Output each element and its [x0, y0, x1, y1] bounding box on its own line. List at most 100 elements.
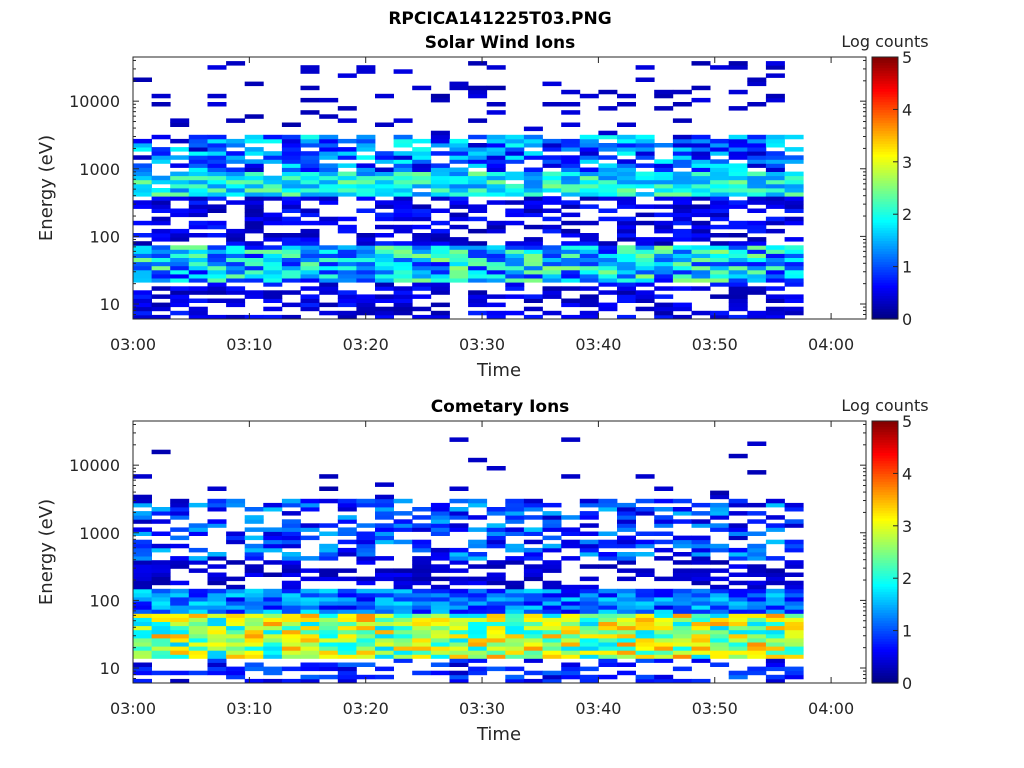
colorbar-segment — [872, 269, 898, 273]
heatmap-cell — [672, 220, 692, 226]
heatmap-cell — [449, 650, 469, 655]
heatmap-cell — [170, 535, 190, 541]
heatmap-cell — [226, 245, 246, 250]
heatmap-cell — [356, 498, 376, 504]
heatmap-cell — [691, 249, 711, 254]
heatmap-cell — [691, 196, 711, 201]
heatmap-cell — [151, 621, 171, 627]
heatmap-cell — [710, 597, 730, 602]
heatmap-cell — [635, 138, 655, 144]
colorbar-segment — [872, 507, 898, 511]
heatmap-cell — [728, 609, 748, 614]
heatmap-cell — [375, 298, 394, 303]
heatmap-cell — [579, 245, 599, 250]
heatmap-cell — [412, 306, 432, 312]
heatmap-cell — [281, 208, 301, 213]
heatmap-cell — [393, 212, 413, 218]
heatmap-cell — [207, 572, 227, 577]
colorbar-segment — [872, 75, 898, 79]
heatmap-cell — [449, 200, 469, 205]
heatmap-cell — [486, 245, 506, 250]
heatmap-cell — [542, 155, 562, 160]
heatmap-cell — [300, 302, 320, 308]
heatmap-cell — [747, 314, 767, 320]
colorbar-segment — [872, 643, 898, 647]
heatmap-cell — [375, 654, 394, 659]
heatmap-cell — [747, 249, 767, 254]
heatmap-cell — [133, 666, 152, 672]
heatmap-cell — [728, 498, 748, 504]
heatmap-cell — [337, 228, 357, 234]
heatmap-cell — [412, 245, 432, 250]
colorbar-segment — [872, 436, 898, 440]
heatmap-cell — [523, 552, 543, 557]
heatmap-cell — [691, 588, 711, 594]
heatmap-cell — [393, 527, 413, 532]
heatmap-cell — [170, 188, 190, 193]
heatmap-cell — [356, 138, 376, 144]
heatmap-cell — [244, 654, 264, 659]
heatmap-cell — [151, 237, 171, 242]
y-tick-label: 10000 — [69, 92, 120, 111]
heatmap-cell — [505, 650, 525, 655]
heatmap-cell — [430, 192, 450, 197]
heatmap-cell — [319, 568, 339, 573]
heatmap-cell — [300, 617, 320, 622]
heatmap-cell — [672, 196, 692, 201]
heatmap-cell — [486, 625, 506, 631]
heatmap-cell — [561, 531, 581, 536]
heatmap-cell — [133, 77, 152, 82]
heatmap-cell — [133, 539, 152, 545]
heatmap-cell — [133, 568, 152, 573]
heatmap-cell — [356, 69, 376, 74]
heatmap-cell — [263, 666, 283, 672]
y-tick-label: 10 — [100, 659, 120, 678]
heatmap-cell — [710, 274, 730, 279]
heatmap-cell — [412, 568, 432, 573]
heatmap-cell — [188, 147, 208, 152]
heatmap-cell — [281, 261, 301, 267]
heatmap-cell — [375, 498, 394, 504]
heatmap-cell — [170, 118, 190, 123]
heatmap-cell — [263, 609, 283, 614]
heatmap-cell — [728, 167, 748, 172]
heatmap-cell — [784, 274, 804, 279]
heatmap-cell — [207, 196, 227, 201]
heatmap-cell — [393, 629, 413, 635]
heatmap-cell — [300, 597, 320, 602]
heatmap-cell — [375, 535, 394, 541]
heatmap-cell — [728, 269, 748, 275]
heatmap-cell — [375, 617, 394, 622]
colorbar-segment — [872, 211, 898, 215]
heatmap-cell — [691, 633, 711, 639]
heatmap-cell — [226, 290, 246, 295]
colorbar-segment — [872, 274, 898, 278]
y-tick-label: 10000 — [69, 456, 120, 475]
heatmap-cell — [691, 151, 711, 156]
heatmap-cell — [449, 568, 469, 573]
heatmap-cell — [151, 306, 171, 312]
heatmap-cell — [226, 143, 246, 148]
heatmap-cell — [133, 580, 152, 586]
heatmap-cell — [151, 650, 171, 655]
heatmap-cell — [151, 192, 171, 197]
heatmap-cell — [486, 609, 506, 614]
colorbar-segment — [872, 101, 898, 105]
heatmap-cell — [133, 576, 152, 582]
heatmap-cell — [375, 224, 394, 230]
heatmap-cell — [486, 224, 506, 230]
heatmap-cell — [691, 233, 711, 238]
heatmap-cell — [244, 167, 264, 172]
heatmap-cell — [319, 269, 339, 275]
heatmap-cell — [728, 592, 748, 598]
heatmap-cell — [654, 89, 674, 95]
heatmap-cell — [319, 592, 339, 598]
heatmap-cell — [133, 269, 152, 275]
heatmap-cell — [784, 196, 804, 201]
heatmap-cell — [691, 138, 711, 144]
heatmap-cell — [784, 584, 804, 590]
heatmap-cell — [133, 650, 152, 655]
heatmap-cell — [319, 179, 339, 185]
heatmap-cell — [765, 613, 785, 618]
heatmap-cell — [151, 175, 171, 181]
